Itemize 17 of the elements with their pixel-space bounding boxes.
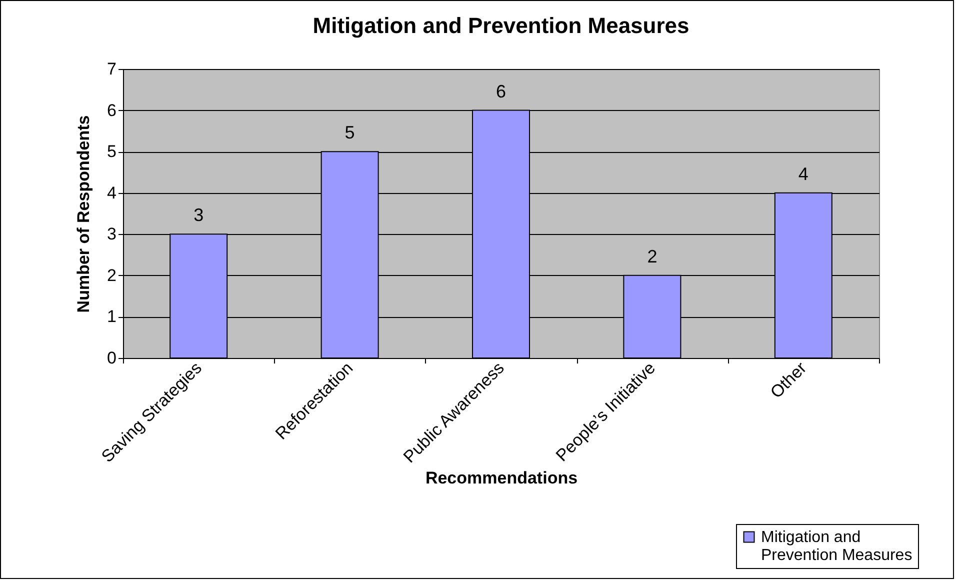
y-tick-label: 2	[107, 266, 116, 285]
y-tick-label: 7	[107, 60, 116, 78]
y-tick-label: 4	[107, 183, 116, 202]
data-label: 4	[798, 164, 808, 184]
x-axis-title: Recommendations	[425, 468, 578, 488]
data-label: 2	[647, 246, 658, 266]
data-label: 3	[194, 205, 204, 226]
y-tick-label: 1	[107, 307, 116, 326]
y-tick-label: 6	[107, 100, 116, 120]
y-axis-title: Number of Respondents	[74, 115, 94, 313]
legend-label: Mitigation and Prevention Measures	[761, 529, 912, 564]
data-label: 6	[496, 81, 506, 102]
y-tick-label: 3	[107, 224, 116, 244]
data-label: 5	[344, 122, 355, 143]
chart-title: Mitigation and Prevention Measures	[312, 13, 690, 38]
y-tick-label: 5	[107, 142, 116, 162]
y-tick-label: 0	[107, 348, 116, 368]
